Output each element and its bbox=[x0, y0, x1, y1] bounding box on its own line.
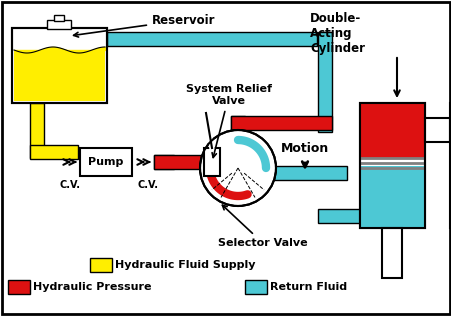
Text: Motion: Motion bbox=[280, 142, 328, 155]
Text: Hydraulic Fluid Supply: Hydraulic Fluid Supply bbox=[115, 260, 255, 270]
Bar bbox=[359, 103, 424, 228]
Bar bbox=[230, 116, 244, 138]
Text: Hydraulic Pressure: Hydraulic Pressure bbox=[33, 282, 151, 292]
Text: Double-
Acting
Cylinder: Double- Acting Cylinder bbox=[309, 12, 364, 55]
Bar bbox=[47, 20, 71, 29]
Bar bbox=[318, 32, 331, 132]
Bar bbox=[154, 155, 203, 169]
Bar bbox=[318, 209, 373, 223]
Text: System Relief
Valve: System Relief Valve bbox=[186, 84, 272, 157]
Bar bbox=[424, 118, 449, 142]
Text: Reservoir: Reservoir bbox=[74, 14, 215, 37]
Bar bbox=[271, 166, 346, 180]
Bar bbox=[54, 15, 64, 21]
Bar bbox=[107, 32, 316, 46]
Bar bbox=[30, 145, 78, 159]
Bar bbox=[80, 148, 132, 176]
Bar bbox=[205, 155, 220, 169]
Bar bbox=[12, 28, 107, 103]
Bar bbox=[244, 280, 267, 294]
Bar bbox=[360, 166, 423, 227]
Bar bbox=[449, 103, 451, 228]
Bar bbox=[230, 116, 331, 130]
Bar bbox=[381, 228, 401, 278]
Bar bbox=[30, 103, 44, 158]
Bar bbox=[360, 104, 423, 159]
Circle shape bbox=[199, 130, 276, 206]
Text: Pump: Pump bbox=[88, 157, 124, 167]
Bar bbox=[14, 50, 105, 101]
Text: Return Fluid: Return Fluid bbox=[269, 282, 346, 292]
Bar bbox=[359, 103, 424, 228]
Bar bbox=[90, 258, 112, 272]
Text: C.V.: C.V. bbox=[137, 180, 158, 190]
Text: C.V.: C.V. bbox=[60, 180, 80, 190]
Text: Selector Valve: Selector Valve bbox=[217, 205, 307, 248]
Bar bbox=[154, 155, 174, 169]
Bar bbox=[12, 28, 107, 103]
Bar bbox=[8, 280, 30, 294]
Bar bbox=[203, 148, 220, 176]
